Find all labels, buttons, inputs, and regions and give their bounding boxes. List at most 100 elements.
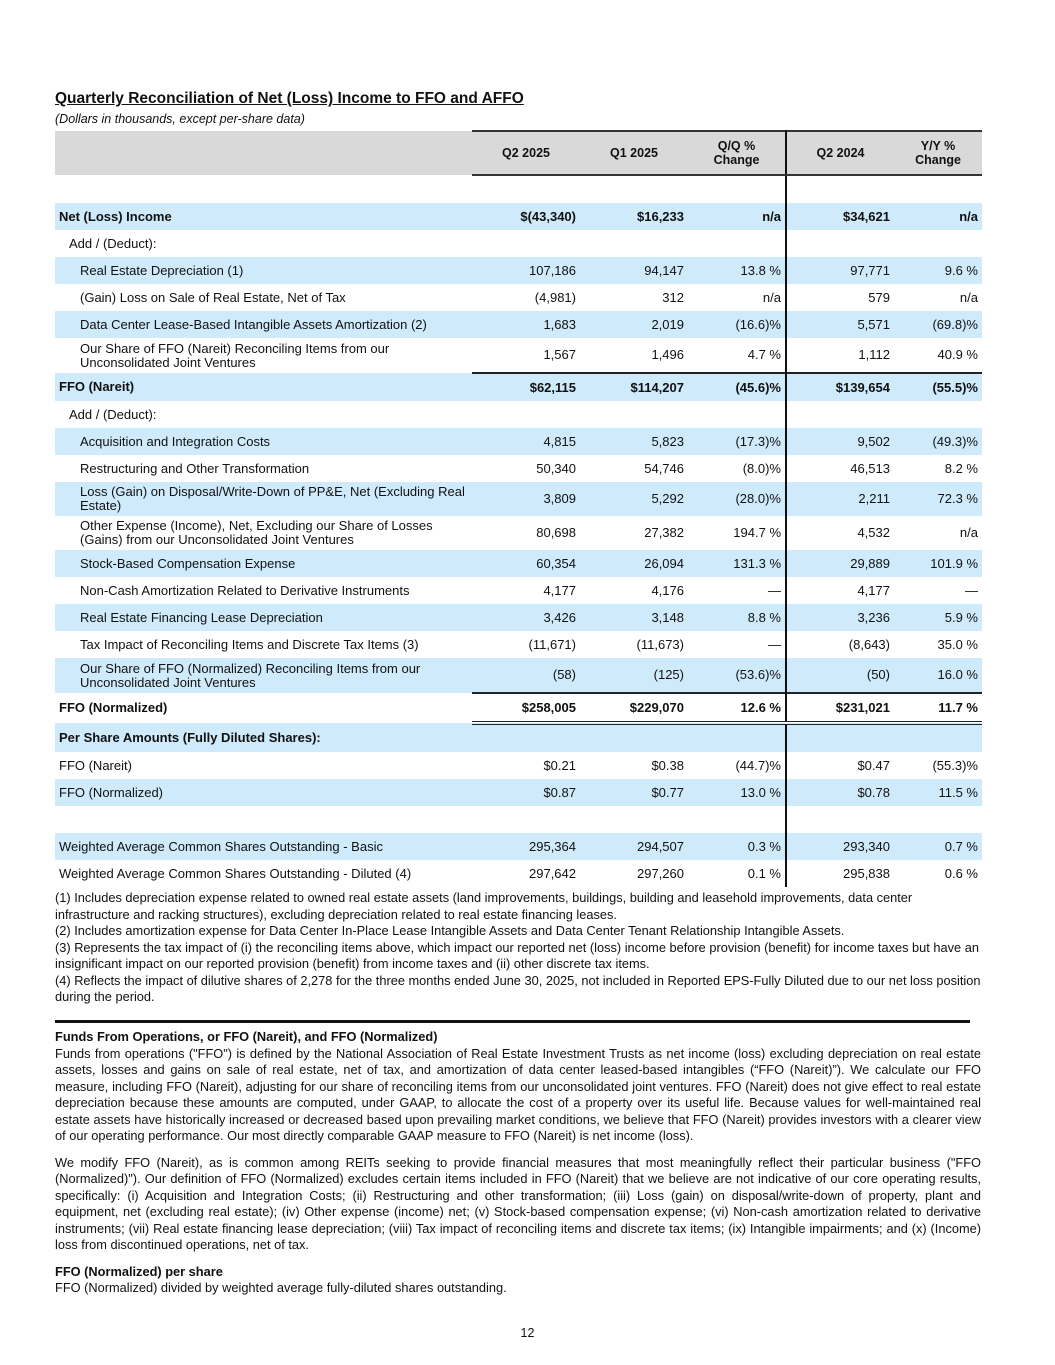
cell: (11,671) <box>528 636 576 652</box>
cell: (55.5)% <box>894 372 982 401</box>
section-heading: FFO (Normalized) per share <box>55 1263 223 1279</box>
row-label: Restructuring and Other Transformation <box>80 460 310 476</box>
table-row: FFO (Nareit) $62,115 $114,207 (45.6)% $139,6… <box>55 372 982 401</box>
cell: $0.21 <box>543 757 576 773</box>
cell: 0.6 % <box>944 865 978 881</box>
row-label: FFO (Nareit) <box>55 373 472 401</box>
cell <box>894 230 982 257</box>
cell: $34,621 <box>786 203 894 230</box>
table-row: (Gain) Loss on Sale of Real Estate, Net … <box>55 284 982 311</box>
table-row: Weighted Average Common Shares Outstandi… <box>55 833 982 860</box>
cell: (125) <box>580 658 688 693</box>
cell: (16.6)% <box>688 311 787 338</box>
cell: 5,823 <box>580 428 688 455</box>
row-label: Other Expense (Income), Net, Excluding o… <box>80 518 433 547</box>
table-row: FFO (Nareit) $0.21 $0.38 (44.7)% $0.47 (55.3)… <box>55 752 982 779</box>
footnote: (3) Represents the tax impact of (i) the… <box>55 939 979 972</box>
cell <box>688 723 787 752</box>
table-row: Per Share Amounts (Fully Diluted Shares)… <box>55 723 982 752</box>
cell: 50,340 <box>536 460 576 476</box>
cell <box>472 230 580 257</box>
cell: (44.7)% <box>688 752 787 779</box>
table-row: Loss (Gain) on Disposal/Write-Down of PP… <box>55 482 982 516</box>
cell: (58) <box>472 658 580 693</box>
cell <box>472 723 580 752</box>
spacer <box>472 175 580 203</box>
table-row: Data Center Lease-Based Intangible Asset… <box>55 311 982 338</box>
row-label: Tax Impact of Reconciling Items and Disc… <box>80 636 419 652</box>
divider <box>55 1020 970 1023</box>
cell: (55.3)% <box>932 757 978 773</box>
cell: $139,654 <box>786 372 894 401</box>
cell: 5,292 <box>580 482 688 516</box>
row-label: Add / (Deduct): <box>69 406 157 422</box>
row-label: Per Share Amounts (Fully Diluted Shares)… <box>55 723 472 752</box>
footnote: (2) Includes amortization expense for Da… <box>55 923 845 938</box>
cell: $0.38 <box>651 757 684 773</box>
table-row: Our Share of FFO (Nareit) Reconciling It… <box>55 338 982 373</box>
cell: 297,642 <box>529 865 576 881</box>
table-body: Net (Loss) Income $(43,340) $16,233 n/a $34,… <box>55 175 982 887</box>
cell: 40.9 % <box>937 347 978 362</box>
footnotes: (1) Includes depreciation expense relate… <box>55 890 981 1006</box>
column-header: Q2 2025 <box>472 130 580 176</box>
cell: 8.8 % <box>688 604 787 631</box>
cell: 4,176 <box>651 582 684 598</box>
cell: (49.3)% <box>894 428 982 455</box>
cell: 1,683 <box>472 311 580 338</box>
row-label: Our Share of FFO (Normalized) Reconcilin… <box>55 658 472 693</box>
paragraph: FFO (Normalized) divided by weighted ave… <box>55 1280 507 1295</box>
row-label: Add / (Deduct): <box>69 235 157 251</box>
row-label: Loss (Gain) on Disposal/Write-Down of PP… <box>55 482 472 516</box>
cell: 11.5 % <box>894 779 982 806</box>
cell: 5,571 <box>786 311 894 338</box>
cell: 5.9 % <box>894 604 982 631</box>
cell: 9.6 % <box>894 257 982 284</box>
page-number: 12 <box>520 1326 535 1340</box>
spacer <box>580 175 688 203</box>
cell: (50) <box>786 658 894 693</box>
cell: 29,889 <box>786 550 894 577</box>
cell: $16,233 <box>580 203 688 230</box>
spacer-row <box>55 175 982 203</box>
cell: 72.3 % <box>894 482 982 516</box>
row-label: Non-Cash Amortization Related to Derivat… <box>80 582 410 598</box>
title: Quarterly Reconciliation of Net (Loss) I… <box>55 90 524 107</box>
table-row: Net (Loss) Income $(43,340) $16,233 n/a $34,… <box>55 203 982 230</box>
cell: $0.78 <box>786 779 894 806</box>
cell: 16.0 % <box>894 658 982 693</box>
cell: — <box>688 631 787 658</box>
row-label: Weighted Average Common Shares Outstandi… <box>59 865 412 881</box>
sections: Funds From Operations, or FFO (Nareit), … <box>55 1029 981 1307</box>
cell: 131.3 % <box>688 550 787 577</box>
row-label: Stock-Based Compensation Expense <box>55 550 472 577</box>
cell: 3,809 <box>472 482 580 516</box>
cell: 297,260 <box>637 865 684 881</box>
cell: 54,746 <box>644 460 684 476</box>
row-label: Acquisition and Integration Costs <box>55 428 472 455</box>
table-row: Other Expense (Income), Net, Excluding o… <box>55 516 982 550</box>
cell: 26,094 <box>580 550 688 577</box>
cell: 2,211 <box>786 482 894 516</box>
cell <box>580 723 688 752</box>
cell: 194.7 % <box>688 516 787 550</box>
table-row: Tax Impact of Reconciling Items and Disc… <box>55 631 982 658</box>
cell: (45.6)% <box>688 372 787 401</box>
cell <box>472 401 580 428</box>
paragraph: We modify FFO (Nareit), as is common amo… <box>55 1154 981 1253</box>
cell: $62,115 <box>472 372 580 401</box>
spacer <box>894 175 982 203</box>
cell: $114,207 <box>580 372 688 401</box>
cell: 0.7 % <box>894 833 982 860</box>
cell: 1,496 <box>651 347 684 362</box>
cell: (4,981) <box>534 289 576 305</box>
column-header: Q1 2025 <box>580 130 688 176</box>
row-label: (Gain) Loss on Sale of Real Estate, Net … <box>80 289 346 305</box>
header-blank <box>55 131 472 175</box>
table-row: Weighted Average Common Shares Outstandi… <box>55 860 982 887</box>
table-row: Real Estate Financing Lease Depreciation… <box>55 604 982 631</box>
cell: — <box>965 582 978 598</box>
cell: 46,513 <box>850 460 890 476</box>
cell: 12.6 % <box>688 692 787 725</box>
subtitle: (Dollars in thousands, except per-share … <box>55 112 305 126</box>
